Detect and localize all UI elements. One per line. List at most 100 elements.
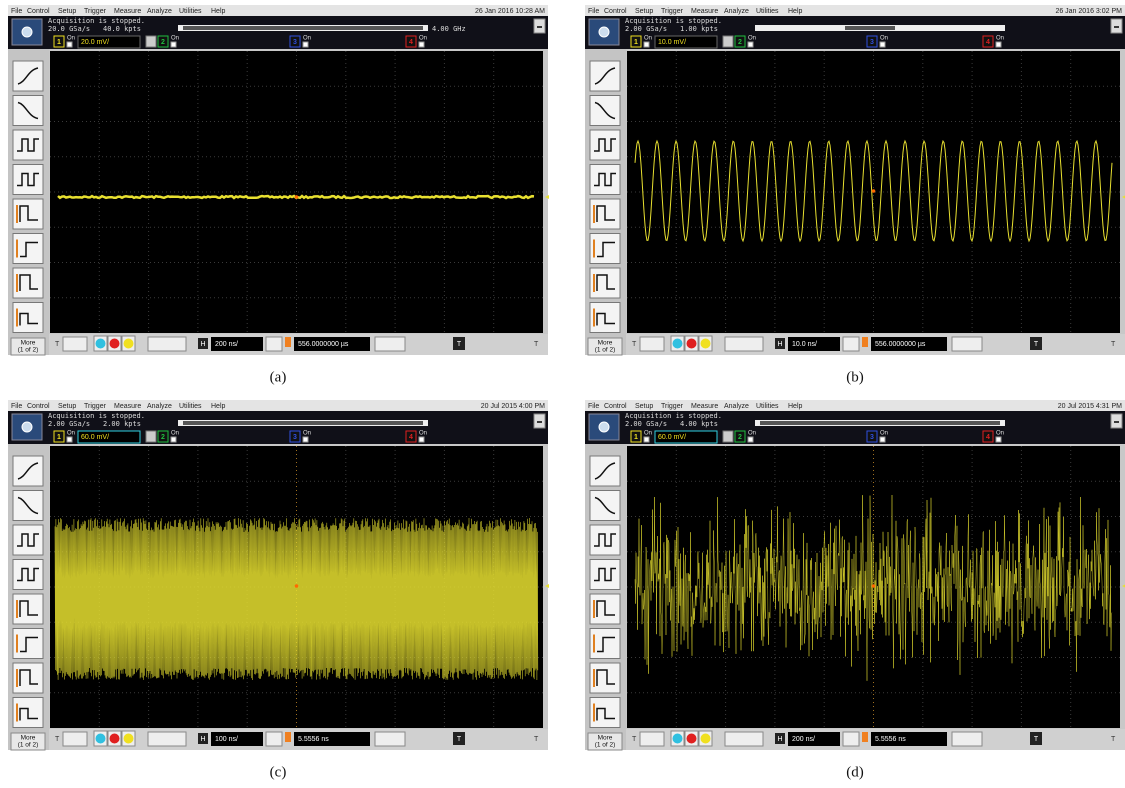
minimize-button[interactable] — [534, 19, 545, 33]
run-button — [673, 339, 683, 349]
tool-buttons[interactable] — [148, 732, 186, 746]
menu-item[interactable]: Control — [604, 8, 627, 15]
menu-item[interactable]: Utilities — [179, 8, 202, 15]
more-page: (1 of 2) — [595, 742, 616, 749]
run-controls[interactable] — [640, 337, 664, 351]
menu-item[interactable]: Trigger — [661, 8, 684, 15]
menu-item[interactable]: Utilities — [179, 403, 202, 410]
menu-item[interactable]: Control — [604, 403, 627, 410]
channel-checkbox[interactable] — [303, 42, 308, 47]
menu-item[interactable]: File — [11, 8, 22, 15]
channel-checkbox[interactable] — [996, 437, 1001, 442]
more-page: (1 of 2) — [18, 742, 39, 749]
timebase-spin[interactable] — [843, 732, 859, 746]
menu-item[interactable]: Help — [211, 403, 226, 410]
timebase-spin[interactable] — [266, 732, 282, 746]
menu-item[interactable]: Analyze — [147, 8, 172, 15]
channel-checkbox[interactable] — [419, 437, 424, 442]
minimize-button[interactable] — [1111, 414, 1122, 428]
menu-item[interactable]: Measure — [114, 8, 141, 15]
probe-icon[interactable] — [723, 431, 733, 442]
channel-checkbox[interactable] — [644, 42, 649, 47]
menu-item[interactable]: Setup — [58, 8, 76, 15]
menu-item[interactable]: Measure — [691, 403, 718, 410]
menu-item[interactable]: Control — [27, 8, 50, 15]
menu-item[interactable]: Setup — [58, 403, 76, 410]
channel-number: 1 — [57, 39, 61, 46]
channel-state: On — [748, 36, 756, 42]
position-arrows[interactable] — [375, 732, 405, 746]
channel-checkbox[interactable] — [303, 437, 308, 442]
memory-window — [183, 421, 423, 425]
minimize-button[interactable] — [1111, 19, 1122, 33]
menu-item[interactable]: File — [11, 403, 22, 410]
more-page: (1 of 2) — [595, 347, 616, 354]
page: File Control Setup Trigger Measure Analyze Uti… — [0, 0, 1125, 788]
timebase: 200 ns/ — [792, 736, 815, 743]
channel-number: 3 — [870, 39, 874, 46]
channel-state: On — [748, 431, 756, 437]
channel-checkbox[interactable] — [880, 437, 885, 442]
run-button — [110, 339, 120, 349]
tool-buttons[interactable] — [148, 337, 186, 351]
probe-icon[interactable] — [723, 36, 733, 47]
position-arrows[interactable] — [375, 337, 405, 351]
channel-checkbox[interactable] — [644, 437, 649, 442]
menu-item[interactable]: Setup — [635, 403, 653, 410]
menu-item[interactable]: Trigger — [661, 403, 684, 410]
menu-item[interactable]: Trigger — [84, 403, 107, 410]
trigger-position: 556.0000000 µs — [875, 341, 926, 348]
menu-item[interactable]: Control — [27, 403, 50, 410]
menu-item[interactable]: Analyze — [147, 403, 172, 410]
probe-icon[interactable] — [146, 36, 156, 47]
run-controls[interactable] — [63, 732, 87, 746]
channel-checkbox[interactable] — [996, 42, 1001, 47]
trigger-button-label: T — [1034, 341, 1039, 348]
menu-item[interactable]: Utilities — [756, 403, 779, 410]
channel-checkbox[interactable] — [748, 42, 753, 47]
channel-state: On — [644, 431, 652, 437]
menu-item[interactable]: Analyze — [724, 8, 749, 15]
scope-screenshot: File Control Setup Trigger Measure Analyze Uti… — [585, 5, 1125, 385]
probe-icon[interactable] — [146, 431, 156, 442]
channel-checkbox[interactable] — [419, 42, 424, 47]
menu-item[interactable]: Trigger — [84, 8, 107, 15]
menu-item[interactable]: Help — [788, 8, 803, 15]
run-controls[interactable] — [640, 732, 664, 746]
tool-buttons[interactable] — [725, 732, 763, 746]
vertical-scale: 10.0 mV/ — [658, 39, 686, 46]
run-controls[interactable] — [63, 337, 87, 351]
date-time: 20 Jul 2015 4:31 PM — [1058, 403, 1122, 410]
channel-state: On — [996, 36, 1004, 42]
menu-item[interactable]: Measure — [114, 403, 141, 410]
channel-checkbox[interactable] — [748, 437, 753, 442]
run-button — [124, 339, 134, 349]
scope-screenshot: File Control Setup Trigger Measure Analyze Uti… — [8, 400, 549, 780]
date-time: 26 Jan 2016 3:02 PM — [1055, 8, 1122, 15]
menu-item[interactable]: Help — [211, 8, 226, 15]
channel-state: On — [303, 431, 311, 437]
channel-checkbox[interactable] — [171, 437, 176, 442]
menu-item[interactable]: Help — [788, 403, 803, 410]
menu-item[interactable]: Measure — [691, 8, 718, 15]
channel-checkbox[interactable] — [171, 42, 176, 47]
timebase-spin[interactable] — [266, 337, 282, 351]
menu-item[interactable]: Analyze — [724, 403, 749, 410]
trigger-point — [872, 584, 876, 588]
position-arrows[interactable] — [952, 337, 982, 351]
position-arrows[interactable] — [952, 732, 982, 746]
sample-rate: 20.0 GSa/s — [48, 25, 90, 33]
channel-checkbox[interactable] — [67, 42, 72, 47]
tool-buttons[interactable] — [725, 337, 763, 351]
menu-item[interactable]: File — [588, 8, 599, 15]
channel-checkbox[interactable] — [880, 42, 885, 47]
bandwidth: 4.00 GHz — [432, 25, 466, 33]
timebase-spin[interactable] — [843, 337, 859, 351]
menu-item[interactable]: File — [588, 403, 599, 410]
channel-checkbox[interactable] — [67, 437, 72, 442]
menu-item[interactable]: Setup — [635, 8, 653, 15]
menu-item[interactable]: Utilities — [756, 8, 779, 15]
minimize-button[interactable] — [534, 414, 545, 428]
channel-number: 3 — [870, 434, 874, 441]
position-badge — [862, 337, 868, 347]
